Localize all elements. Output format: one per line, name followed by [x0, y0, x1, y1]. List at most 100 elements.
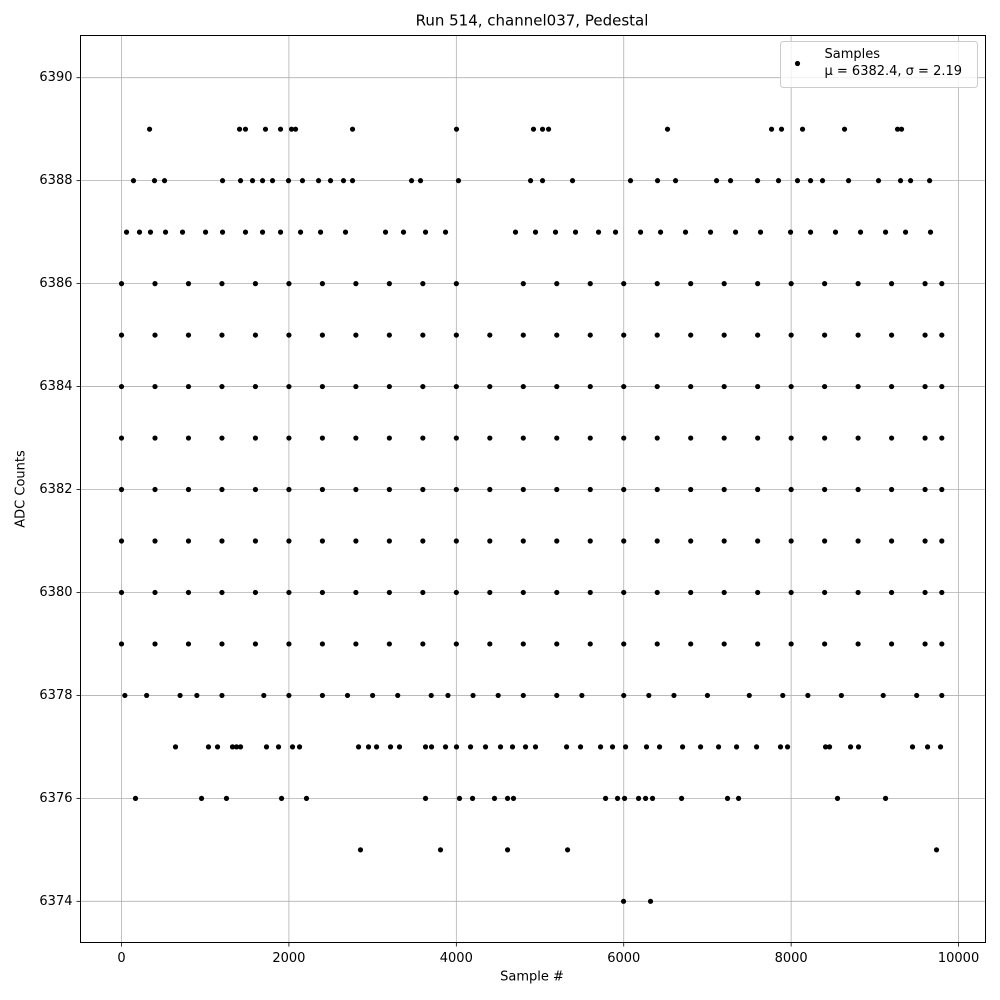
- point: [303, 795, 310, 801]
- point: [788, 435, 794, 441]
- point: [527, 178, 534, 184]
- point: [319, 486, 326, 493]
- point: [933, 847, 940, 853]
- point: [922, 383, 928, 390]
- point: [671, 692, 677, 699]
- point: [621, 692, 627, 699]
- point: [654, 589, 660, 596]
- point: [784, 744, 791, 750]
- point: [353, 641, 359, 647]
- point: [552, 229, 559, 235]
- point: [822, 641, 828, 647]
- point: [297, 229, 304, 235]
- point: [395, 692, 401, 699]
- point: [855, 538, 861, 544]
- point: [721, 332, 727, 338]
- point: [453, 641, 459, 647]
- point: [420, 486, 426, 493]
- point: [721, 435, 727, 441]
- point: [252, 486, 259, 493]
- point: [922, 538, 928, 544]
- point: [612, 229, 619, 235]
- point: [453, 589, 459, 596]
- point: [252, 281, 259, 287]
- point: [237, 744, 244, 750]
- point: [428, 692, 434, 699]
- x-axis-label: Sample #: [500, 970, 564, 985]
- point: [855, 589, 861, 596]
- point: [252, 435, 259, 441]
- point: [688, 641, 694, 647]
- point: [682, 229, 689, 235]
- point: [595, 229, 602, 235]
- point: [657, 229, 664, 235]
- point: [794, 178, 801, 184]
- point: [453, 486, 459, 493]
- point: [275, 744, 282, 750]
- point: [185, 538, 192, 544]
- point: [289, 744, 296, 750]
- point: [855, 332, 861, 338]
- point: [219, 538, 225, 544]
- point: [219, 281, 225, 287]
- point: [753, 744, 760, 750]
- point: [609, 744, 616, 750]
- point: [721, 281, 727, 287]
- point: [649, 795, 656, 801]
- point: [520, 383, 526, 390]
- y-axis-label: ADC Counts: [14, 450, 29, 528]
- point: [285, 178, 292, 184]
- point: [386, 281, 392, 287]
- point: [353, 281, 359, 287]
- point: [408, 178, 415, 184]
- point: [754, 178, 761, 184]
- point: [520, 641, 526, 647]
- point: [799, 126, 806, 132]
- point: [654, 435, 660, 441]
- point: [386, 435, 392, 441]
- point: [179, 229, 186, 235]
- x-tick-label: 6000: [607, 951, 640, 966]
- legend-note: μ = 6382.4, σ = 2.19: [825, 64, 963, 79]
- point: [894, 126, 901, 132]
- point: [172, 744, 179, 750]
- x-tick-label: 10000: [938, 951, 979, 966]
- point: [319, 435, 326, 441]
- point: [202, 229, 209, 235]
- point: [826, 744, 833, 750]
- point: [144, 692, 150, 699]
- point: [939, 538, 945, 544]
- point: [746, 692, 752, 699]
- point: [554, 538, 560, 544]
- point: [453, 332, 459, 338]
- point: [614, 795, 621, 801]
- point: [656, 744, 663, 750]
- point: [621, 538, 627, 544]
- point: [286, 383, 292, 390]
- point: [319, 589, 326, 596]
- point: [755, 641, 761, 647]
- point: [939, 435, 945, 441]
- point: [504, 795, 511, 801]
- point: [400, 229, 407, 235]
- grid: [80, 35, 986, 943]
- point: [445, 692, 451, 699]
- point: [509, 744, 516, 750]
- point: [888, 383, 895, 390]
- point: [880, 692, 886, 699]
- point: [554, 383, 560, 390]
- point: [554, 281, 560, 287]
- point: [288, 126, 295, 132]
- point: [349, 178, 356, 184]
- point: [417, 178, 424, 184]
- point: [420, 538, 426, 544]
- point: [370, 692, 376, 699]
- point: [453, 538, 459, 544]
- point: [587, 332, 593, 338]
- point: [456, 795, 463, 801]
- point: [721, 538, 727, 544]
- point: [422, 744, 429, 750]
- point: [838, 692, 844, 699]
- point: [654, 178, 661, 184]
- point: [453, 281, 459, 287]
